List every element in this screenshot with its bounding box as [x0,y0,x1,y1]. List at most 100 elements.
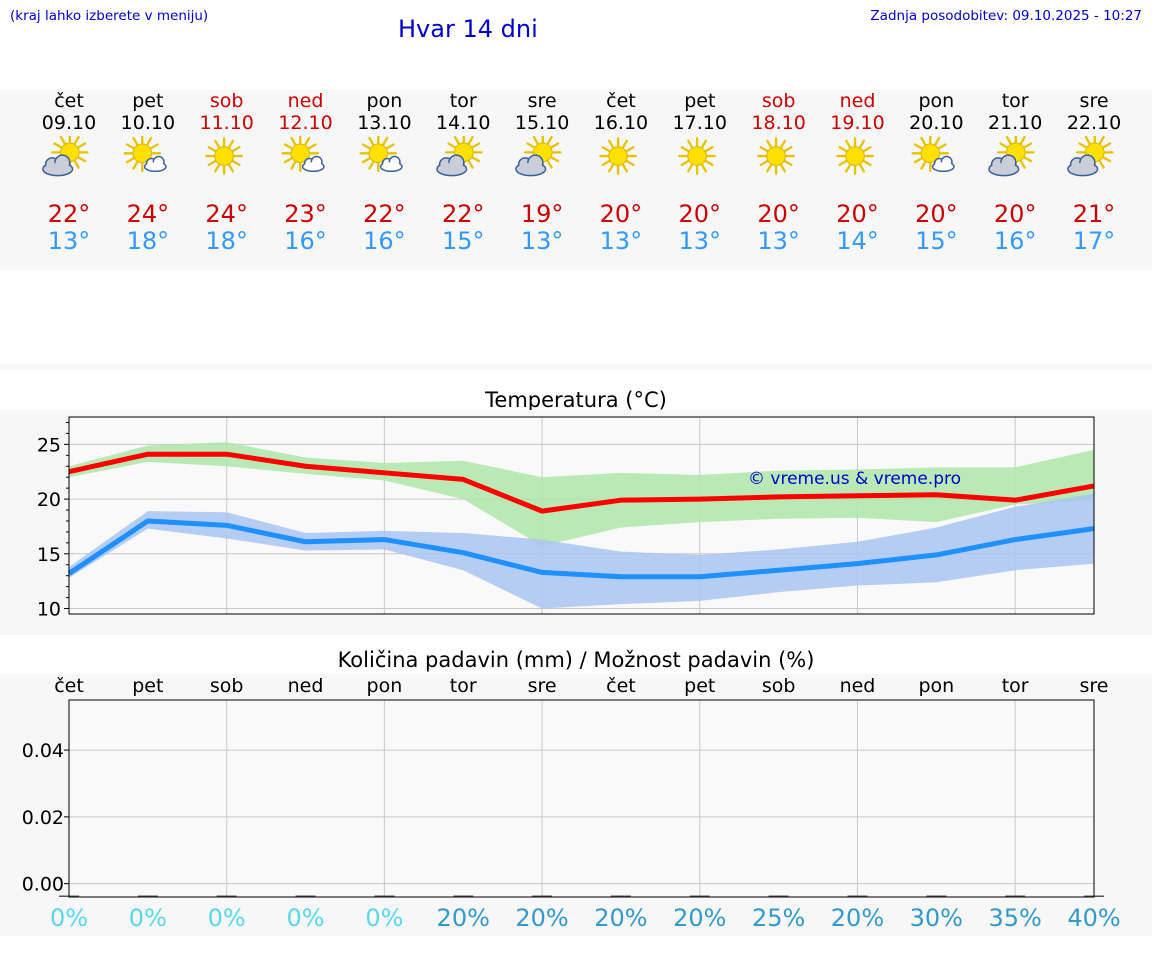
precip-bar [1005,895,1026,897]
sun-small-cloud-icon [281,136,325,173]
temperature-chart-title: Temperatura (°C) [485,388,667,412]
precip-chance-label: 40% [1067,904,1120,932]
watermark: © vreme.us & vreme.pro [748,469,961,489]
day-name: pon [918,90,955,112]
plot-frame [68,699,1095,898]
forecast-day: ned 12.10 23° 16° [266,90,346,260]
forecast-day: čet 16.10 20° 13° [581,90,661,260]
location-hint: (kraj lahko izberete v meniju) [10,8,209,24]
day-max-temp: 20° [993,200,1037,228]
day-name: sob [209,90,244,112]
y-tick-label: 20 [37,489,61,511]
forecast-day: tor 14.10 22° 15° [423,90,503,260]
day-min-temp: 13° [599,227,643,255]
y-tick-label: 0.00 [22,874,64,896]
sun-cloud-icon [515,136,562,177]
sun-cloud-icon [1067,136,1114,177]
last-updated: Zadnja posodobitev: 09.10.2025 - 10:27 [870,8,1142,24]
day-date: 09.10 [41,112,97,134]
precip-bar [926,895,947,897]
precipitation-chart: čet pet sob ned pon tor sre čet pet sob ned pon tor s… [22,675,1121,932]
forecast-band [0,90,1152,270]
precip-chance-label: 20% [673,904,726,932]
precip-day-label: sob [762,675,796,697]
day-max-temp: 20° [915,200,958,228]
day-max-temp: 22° [363,200,406,228]
day-date: 15.10 [514,112,570,134]
precip-bar [610,895,631,897]
forecast-day: pon 20.10 20° 15° [896,90,976,260]
precip-day-label: pon [918,675,954,697]
day-max-temp: 20° [599,200,643,228]
day-name: ned [287,90,324,112]
separator [0,364,1152,370]
precip-day-label: pet [684,675,715,697]
day-max-temp: 22° [47,200,91,228]
forecast-day: ned 19.10 20° 14° [818,90,898,260]
day-name: ned [839,90,876,112]
day-max-temp: 23° [284,200,327,228]
day-date: 17.10 [672,112,727,134]
y-tick-label: 0.04 [22,740,64,762]
day-max-temp: 21° [1072,200,1116,228]
precip-day-label: pet [132,675,163,697]
day-name: sob [761,90,796,112]
precip-bar [453,895,474,897]
precip-bar [532,895,553,897]
temperature-max-line [68,451,1095,514]
sun-icon [678,137,716,175]
sun-icon [204,137,243,175]
y-tick-label: 15 [37,544,61,566]
day-date: 12.10 [278,112,333,134]
sun-cloud-icon [988,136,1035,177]
day-date: 19.10 [830,112,885,134]
y-tick-label: 0.02 [22,807,64,829]
precip-chance-label: 0% [365,904,403,932]
day-min-temp: 13° [757,227,800,255]
precip-day-label: čet [54,675,84,697]
precip-chance-label: 20% [594,904,647,932]
day-min-temp: 15° [915,227,958,255]
day-date: 10.10 [120,112,176,134]
precip-chance-label: 0% [208,904,246,932]
day-max-temp: 24° [205,200,248,228]
precip-day-label: ned [288,675,324,697]
day-date: 21.10 [987,112,1043,134]
forecast-day: pet 10.10 24° 18° [108,90,188,260]
forecast-day: pet 17.10 20° 13° [660,90,740,260]
day-date: 11.10 [199,112,254,134]
day-name: sre [527,90,557,112]
day-name: pet [132,90,164,112]
day-date: 18.10 [751,112,806,134]
sun-small-cloud-icon [911,136,956,173]
precip-bar [847,895,868,897]
day-min-temp: 13° [520,227,564,255]
day-name: čet [54,90,84,112]
precip-chance-label: 25% [752,904,805,932]
day-date: 13.10 [357,112,412,134]
plot-frame [68,416,1095,615]
day-name: sre [1079,90,1109,112]
forecast-day: sre 22.10 21° 17° [1054,90,1134,260]
precip-day-label: čet [606,675,636,697]
page-title: Hvar 14 dni [398,15,538,43]
precip-bar [295,895,316,897]
precip-bar [768,895,789,897]
forecast-day: pon 13.10 22° 16° [344,90,424,260]
temperature-min-line [67,518,1095,580]
day-min-temp: 15° [441,227,485,255]
sun-small-cloud-icon [359,136,404,173]
precip-chance-label: 20% [515,904,568,932]
day-max-temp: 22° [441,200,485,228]
precip-bar [216,895,237,897]
day-date: 20.10 [909,112,964,134]
day-date: 14.10 [436,112,491,134]
day-min-temp: 14° [836,227,879,255]
y-tick-label: 10 [37,599,61,621]
precip-chance-label: 35% [988,904,1041,932]
day-name: tor [449,90,477,112]
day-date: 22.10 [1066,112,1122,134]
precip-day-label: ned [840,675,876,697]
precip-day-label: sre [528,675,557,697]
precip-day-label: sob [210,675,244,697]
